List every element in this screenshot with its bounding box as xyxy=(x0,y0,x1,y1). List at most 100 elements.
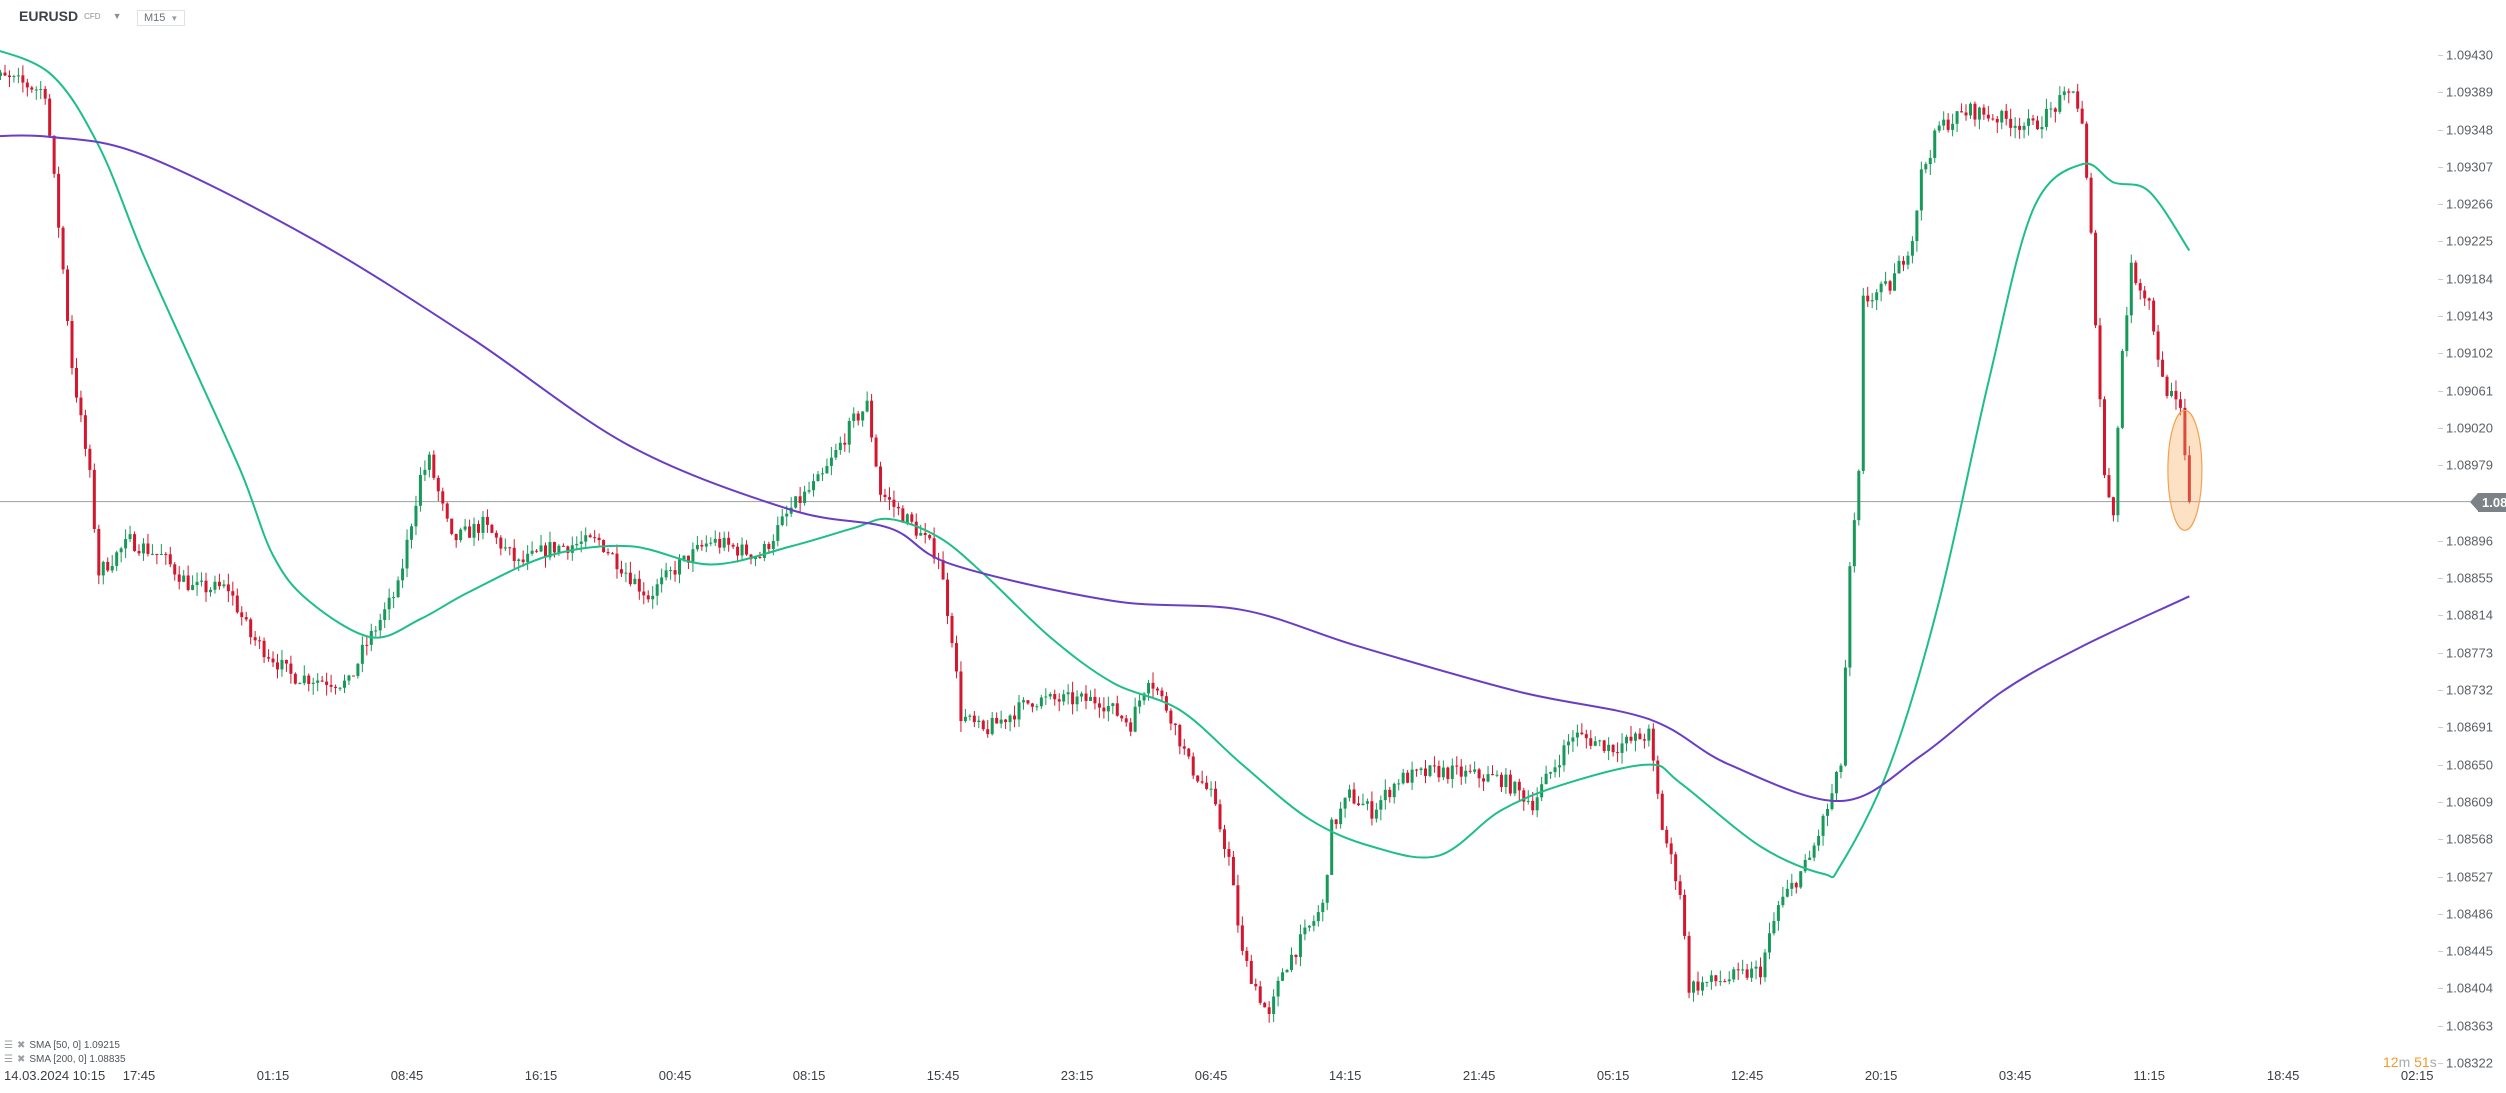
candle-up xyxy=(807,490,811,492)
candle-up xyxy=(1017,702,1021,720)
candle-down xyxy=(450,518,454,534)
candle-down xyxy=(445,503,449,519)
candle-up xyxy=(722,537,726,548)
countdown-seconds-unit: s xyxy=(2429,1054,2437,1070)
candle-down xyxy=(758,556,762,558)
candle-up xyxy=(1919,169,1923,211)
candle-down xyxy=(1759,966,1763,978)
y-tick xyxy=(2438,951,2443,953)
candle-down xyxy=(2107,475,2111,498)
candle-down xyxy=(1995,118,1999,123)
candle-up xyxy=(1571,737,1575,742)
close-icon[interactable]: ✖ xyxy=(16,1054,26,1065)
candle-down xyxy=(798,496,802,504)
candle-down xyxy=(79,397,83,416)
candle-up xyxy=(1598,740,1602,742)
candle-down xyxy=(1218,804,1222,830)
candle-up xyxy=(378,620,382,631)
settings-icon[interactable]: ☰ xyxy=(4,1054,13,1065)
candle-down xyxy=(928,535,932,539)
candle-up xyxy=(1075,696,1079,705)
y-tick xyxy=(2438,465,2443,467)
candle-down xyxy=(1432,765,1436,767)
candle-up xyxy=(1088,696,1092,701)
candle-down xyxy=(1196,775,1200,782)
candle-down xyxy=(1446,767,1450,779)
candle-down xyxy=(186,575,190,590)
candle-down xyxy=(718,538,722,548)
candle-down xyxy=(2174,390,2178,400)
candle-down xyxy=(1258,986,1262,1003)
candle-up xyxy=(1799,871,1803,888)
candle-down xyxy=(271,658,275,663)
y-tick-label: 1.09348 xyxy=(2446,122,2493,138)
y-tick xyxy=(2438,615,2443,617)
candle-down xyxy=(30,87,34,90)
candle-up xyxy=(1343,797,1347,809)
y-tick-label: 1.09061 xyxy=(2446,383,2493,399)
symbol-selector[interactable]: EURUSD CFD ▼ xyxy=(19,8,122,24)
legend-label: SMA [50, 0] 1.09215 xyxy=(29,1040,120,1051)
candle-down xyxy=(177,574,181,582)
candle-down xyxy=(588,535,592,538)
y-tick-label: 1.09307 xyxy=(2446,159,2493,175)
candle-down xyxy=(1182,746,1186,749)
candle-down xyxy=(1745,969,1749,978)
candle-up xyxy=(1473,769,1477,772)
candle-down xyxy=(1714,975,1718,982)
candle-down xyxy=(2165,376,2169,396)
candle-up xyxy=(905,514,909,523)
candle-down xyxy=(1173,723,1177,725)
candle-up xyxy=(1303,927,1307,935)
candle-down xyxy=(508,547,512,549)
candle-up xyxy=(311,682,315,684)
candle-up xyxy=(1495,774,1499,776)
candle-down xyxy=(1026,700,1030,704)
candle-down xyxy=(133,534,137,552)
candle-down xyxy=(1240,925,1244,951)
y-tick xyxy=(2438,727,2443,729)
candle-up xyxy=(584,535,588,542)
candle-down xyxy=(468,526,472,538)
candle-up xyxy=(1875,292,1879,301)
candle-down xyxy=(1222,829,1226,850)
candle-down xyxy=(2134,262,2138,284)
settings-icon[interactable]: ☰ xyxy=(4,1040,13,1051)
candle-up xyxy=(1486,774,1490,782)
timeframe-selector[interactable]: M15 ▼ xyxy=(137,10,186,26)
chevron-down-icon[interactable]: ▼ xyxy=(112,11,122,21)
candle-up xyxy=(2013,125,2017,128)
candle-down xyxy=(896,506,900,509)
candle-down xyxy=(441,491,445,504)
candle-up xyxy=(1276,980,1280,997)
candle-up xyxy=(2062,91,2066,96)
candle-down xyxy=(566,546,570,553)
candle-down xyxy=(1794,883,1798,888)
candle-down xyxy=(275,662,279,670)
candle-up xyxy=(1593,741,1597,746)
x-tick-label: 08:45 xyxy=(390,1068,424,1083)
candle-up xyxy=(1915,210,1919,242)
candle-up xyxy=(1339,808,1343,825)
candle-down xyxy=(490,524,494,533)
candle-up xyxy=(803,491,807,504)
legend-sma50: ☰ ✖ SMA [50, 0] 1.09215 xyxy=(4,1040,120,1051)
candle-up xyxy=(825,465,829,474)
candle-up xyxy=(1727,979,1731,982)
candle-up xyxy=(1879,283,1883,293)
candle-down xyxy=(168,554,172,565)
candle-down xyxy=(1866,295,1870,302)
candle-up xyxy=(1272,996,1276,1014)
candle-down xyxy=(892,499,896,507)
close-icon[interactable]: ✖ xyxy=(16,1040,26,1051)
countdown-seconds: 51 xyxy=(2414,1054,2430,1070)
candle-down xyxy=(1013,715,1017,720)
candle-down xyxy=(1249,960,1253,984)
candle-down xyxy=(97,528,101,576)
candle-down xyxy=(642,591,646,596)
candle-up xyxy=(852,413,856,421)
candle-up xyxy=(780,516,784,526)
candle-down xyxy=(1053,694,1057,700)
candle-up xyxy=(1767,933,1771,953)
